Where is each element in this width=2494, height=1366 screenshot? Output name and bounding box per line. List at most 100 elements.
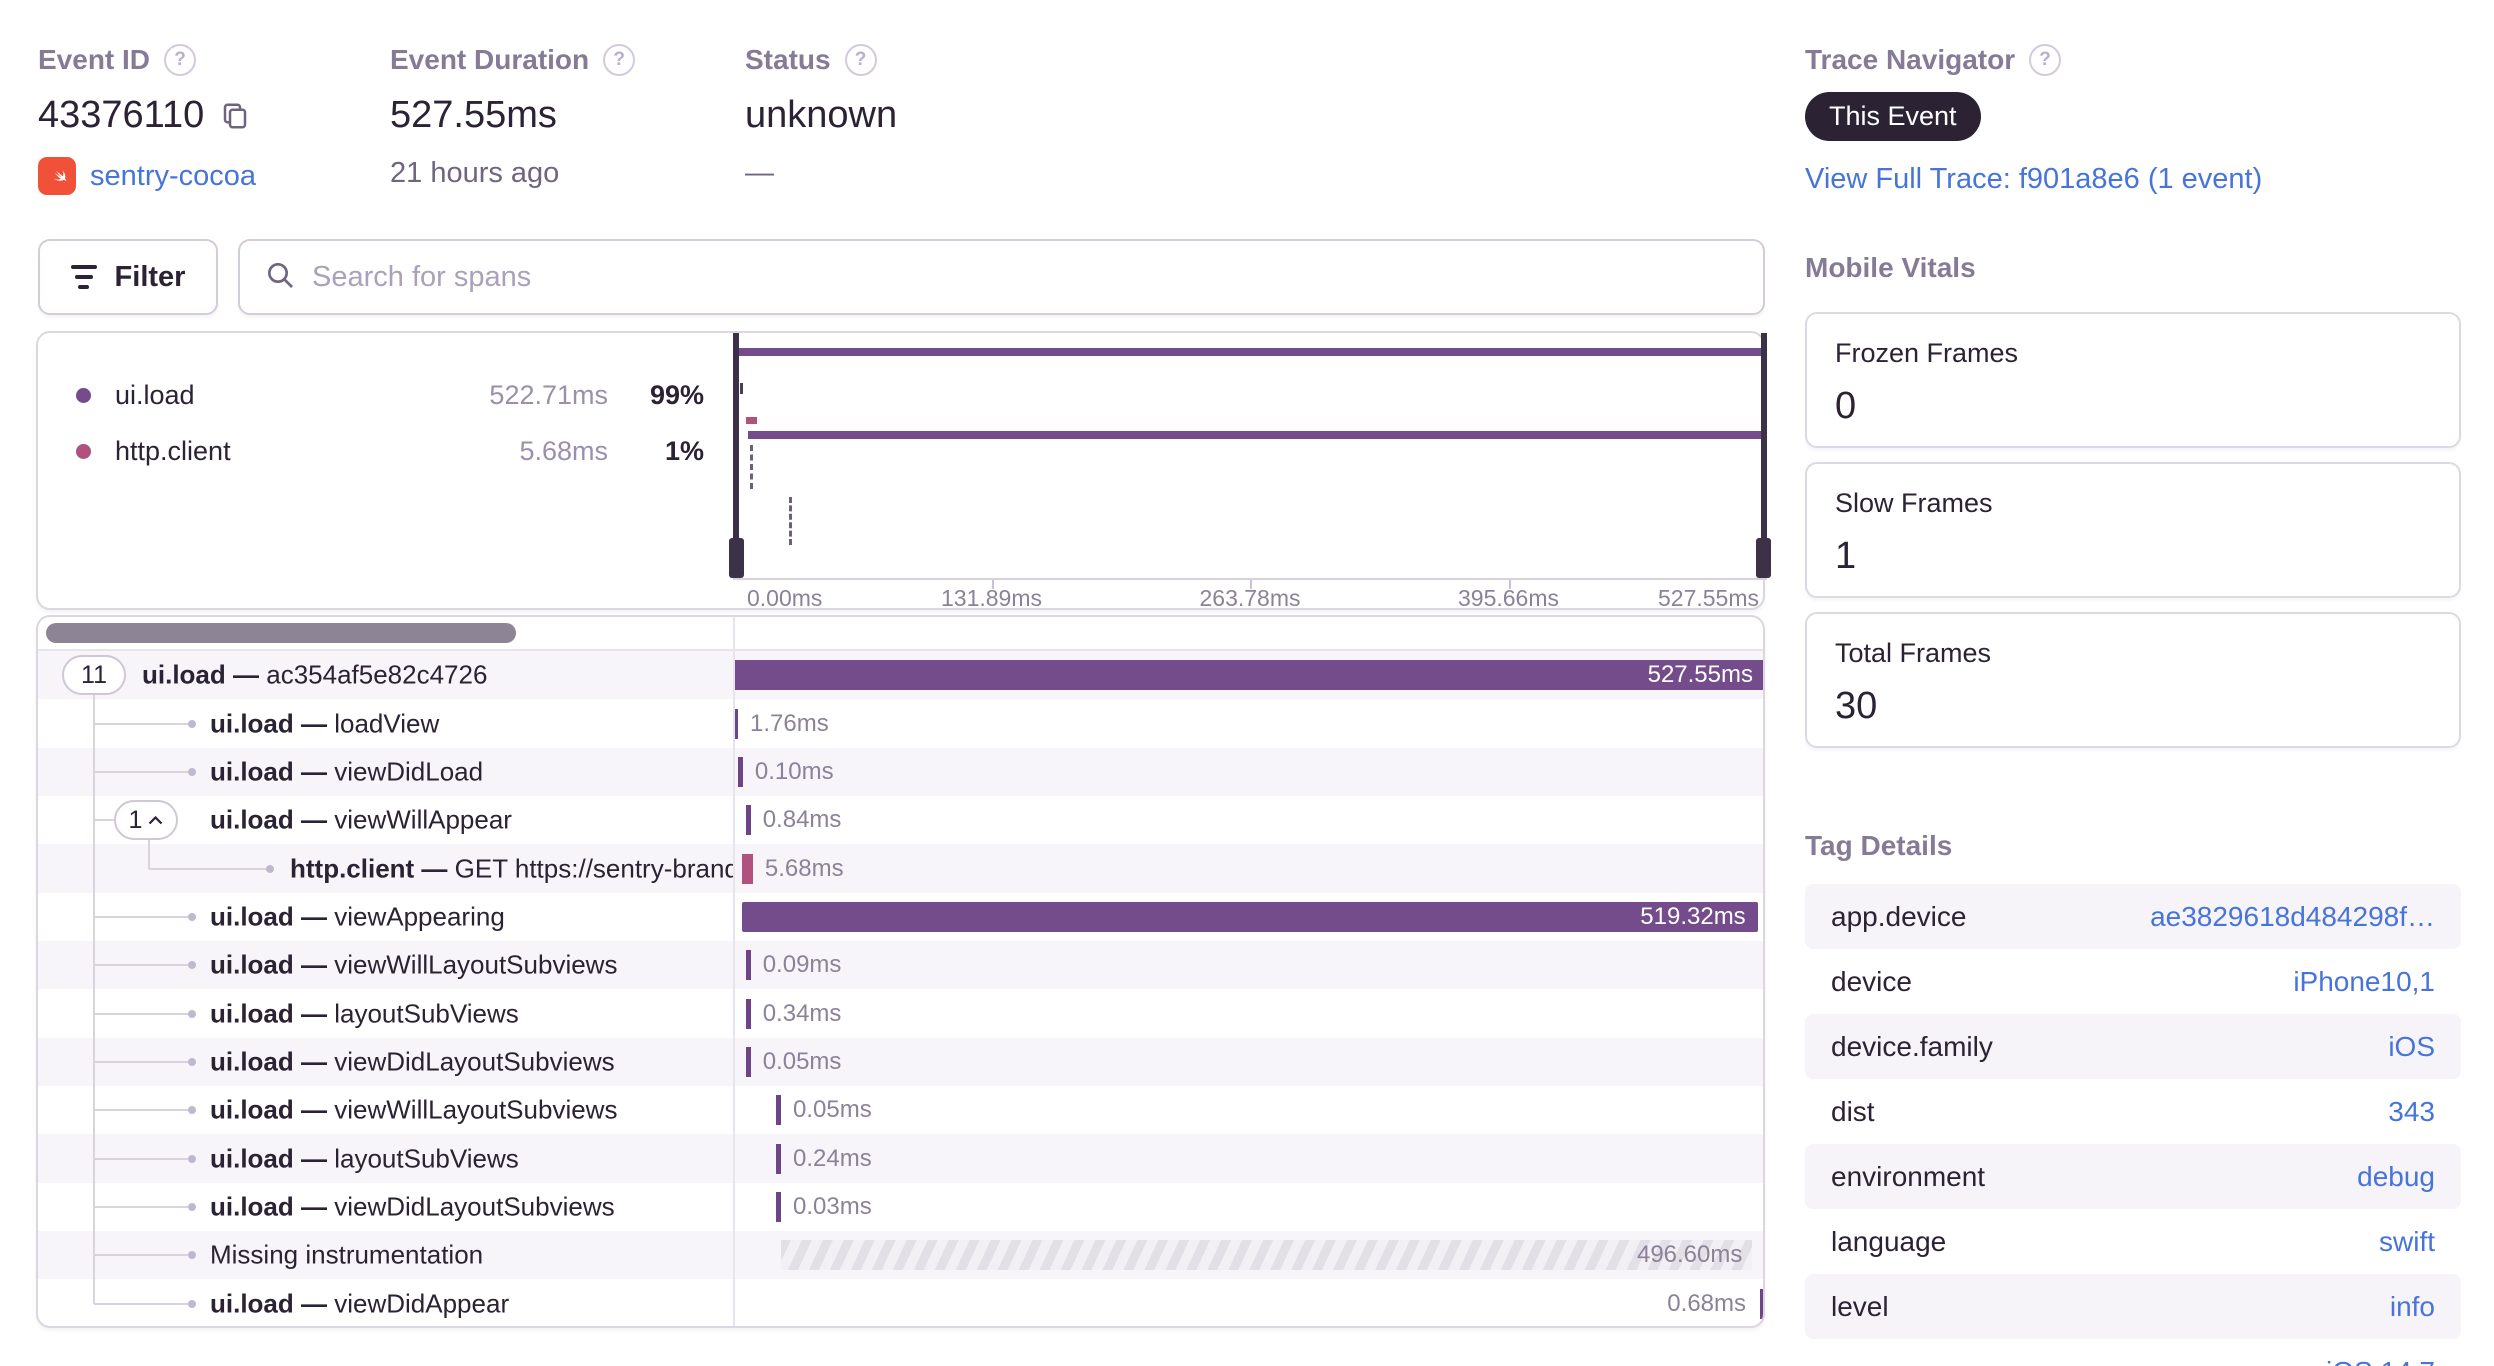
span-duration-bar[interactable] [745, 1046, 751, 1077]
tag-value-link[interactable]: debug [2357, 1160, 2435, 1192]
span-row[interactable]: ui.load — loadView 1.76ms [38, 699, 1763, 747]
span-waterfall-cell: 519.32ms [733, 893, 1763, 941]
tag-value-link[interactable]: swift [2379, 1225, 2435, 1257]
span-label: ui.load — viewDidLayoutSubviews [210, 1046, 615, 1077]
minimap-span-mark [746, 417, 757, 424]
status-section: Status ? unknown — [745, 44, 897, 190]
tag-value-link[interactable]: info [2389, 1290, 2435, 1322]
minimap-chart[interactable] [729, 333, 1771, 578]
span-duration-bar[interactable] [733, 708, 738, 739]
legend-item[interactable]: ui.load 522.71ms 99% [76, 367, 704, 423]
help-icon[interactable]: ? [844, 44, 877, 76]
span-row[interactable]: http.client — GET https://sentry-brand.s… [38, 844, 1763, 893]
tag-row: language swift [1805, 1209, 2461, 1274]
minimap-span-bar [748, 431, 1761, 439]
span-row[interactable]: ui.load — layoutSubViews 0.24ms [38, 1134, 1763, 1183]
legend-item[interactable]: http.client 5.68ms 1% [76, 423, 704, 479]
tree-node-dot [188, 961, 196, 970]
span-duration-bar[interactable] [745, 805, 751, 836]
span-duration-bar[interactable] [776, 1143, 782, 1174]
span-waterfall-cell: 0.68ms [733, 1279, 1763, 1326]
status-value: unknown [745, 94, 898, 136]
span-duration-label: 0.03ms [793, 1192, 872, 1220]
span-row[interactable]: ui.load — viewDidLayoutSubviews 0.05ms [38, 1037, 1763, 1087]
span-tree-cell: ui.load — loadView [38, 699, 733, 747]
span-duration-label: 0.05ms [793, 1096, 872, 1124]
tag-value-link[interactable]: 343 [2388, 1095, 2435, 1127]
span-row[interactable]: ui.load — layoutSubViews 0.34ms [38, 989, 1763, 1037]
span-tree-cell: 1 ui.load — viewWillAppear [38, 796, 733, 844]
minimap-left-handle[interactable] [729, 333, 744, 578]
tree-waterfall-divider[interactable] [733, 617, 735, 1326]
tag-value-link[interactable]: iOS 14.7 [2326, 1356, 2435, 1366]
tag-key: device.family [1831, 1030, 1993, 1062]
span-waterfall-cell: 527.55ms [733, 651, 1763, 699]
tag-value-link[interactable]: iOS [2388, 1030, 2435, 1062]
event-duration-section: Event Duration ? 527.55ms 21 hours ago [390, 44, 636, 190]
tag-rows: app.device ae3829618d484298f… device iPhone… [1805, 884, 2461, 1366]
span-waterfall-cell: 0.05ms [733, 1086, 1763, 1134]
span-duration-bar[interactable] [745, 950, 751, 981]
span-row[interactable]: 11 ui.load — ac354af5e82c4726 527.55ms [38, 651, 1763, 700]
span-duration-bar[interactable] [1760, 1288, 1763, 1319]
tree-connector [94, 964, 188, 967]
horizontal-scrollbar[interactable] [46, 623, 516, 643]
span-duration-bar[interactable] [745, 998, 751, 1029]
vital-card-label: Slow Frames [1835, 488, 1993, 518]
span-row[interactable]: ui.load — viewWillLayoutSubviews 0.05ms [38, 1086, 1763, 1134]
search-input[interactable] [312, 260, 1739, 294]
status-http-code: — [745, 157, 774, 189]
tree-node-dot [188, 1106, 196, 1115]
span-tree-cell: http.client — GET https://sentry-brand.s… [38, 844, 733, 892]
event-id-section: Event ID ? 43376110 sentry-cocoa [38, 44, 256, 195]
span-duration-bar[interactable]: 527.55ms [733, 660, 1763, 691]
span-duration-label: 0.05ms [762, 1047, 842, 1075]
span-duration-label: 0.68ms [1667, 1289, 1746, 1317]
span-tree-cell: ui.load — viewAppearing [38, 893, 733, 941]
tag-details-section: Tag Details app.device ae3829618d484298f…… [1805, 830, 2461, 1366]
span-row[interactable]: Missing instrumentation 496.60ms [38, 1231, 1763, 1280]
copy-icon[interactable] [220, 101, 250, 131]
span-label: ui.load — ac354af5e82c4726 [142, 659, 488, 690]
filter-button[interactable]: Filter [38, 239, 218, 315]
span-duration-bar[interactable] [776, 1191, 782, 1222]
minimap-right-handle[interactable] [1756, 333, 1771, 578]
project-link[interactable]: sentry-cocoa [90, 159, 257, 192]
span-row[interactable]: ui.load — viewWillLayoutSubviews 0.09ms [38, 941, 1763, 990]
help-icon[interactable]: ? [603, 44, 636, 76]
span-row[interactable]: ui.load — viewAppearing 519.32ms [38, 893, 1763, 941]
tree-node-dot [188, 719, 196, 728]
tag-key: app.device [1831, 900, 1967, 932]
minimap-root-span-bar [739, 348, 1761, 356]
tree-connector [94, 1302, 188, 1305]
span-children-count-pill[interactable]: 11 [62, 655, 126, 696]
span-label: ui.load — viewWillLayoutSubviews [210, 949, 618, 980]
vital-card-value: 0 [1835, 385, 1857, 427]
span-row[interactable]: ui.load — viewDidLayoutSubviews 0.03ms [38, 1183, 1763, 1231]
vitals-cards: Frozen Frames 0 Slow Frames 1 Total Frames 30 [1805, 312, 2461, 748]
span-row[interactable]: 1 ui.load — viewWillAppear 0.84ms [38, 796, 1763, 844]
span-duration-bar[interactable]: 496.60ms [780, 1240, 1753, 1271]
span-duration-bar[interactable] [776, 1095, 782, 1126]
view-full-trace-link[interactable]: View Full Trace: f901a8e6 (1 event) [1805, 163, 2263, 195]
tag-value-link[interactable]: iPhone10,1 [2293, 965, 2435, 997]
span-waterfall-cell: 1.76ms [733, 699, 1763, 747]
vital-card: Total Frames 30 [1805, 612, 2461, 748]
span-label: ui.load — layoutSubViews [210, 1143, 519, 1174]
legend-color-dot [76, 443, 91, 459]
help-icon[interactable]: ? [164, 44, 197, 76]
tree-node-dot [188, 1251, 196, 1260]
span-duration-bar[interactable] [737, 756, 743, 787]
tag-value-link[interactable]: ae3829618d484298f… [2150, 900, 2435, 932]
span-row[interactable]: ui.load — viewDidLoad 0.10ms [38, 747, 1763, 797]
span-label: http.client — GET https://sentry-brand.s… [290, 853, 733, 884]
span-row[interactable]: ui.load — viewDidAppear 0.68ms [38, 1279, 1763, 1326]
span-duration-bar[interactable] [741, 853, 753, 884]
span-tree-cell: ui.load — viewDidLoad [38, 748, 733, 796]
span-duration-bar[interactable]: 519.32ms [741, 901, 1758, 932]
this-event-badge[interactable]: This Event [1805, 92, 1981, 141]
span-children-count-pill[interactable]: 1 [114, 800, 178, 841]
minimap-span-mark [789, 497, 792, 545]
help-icon[interactable]: ? [2029, 44, 2062, 76]
tree-scrollbar-track [38, 617, 1763, 651]
